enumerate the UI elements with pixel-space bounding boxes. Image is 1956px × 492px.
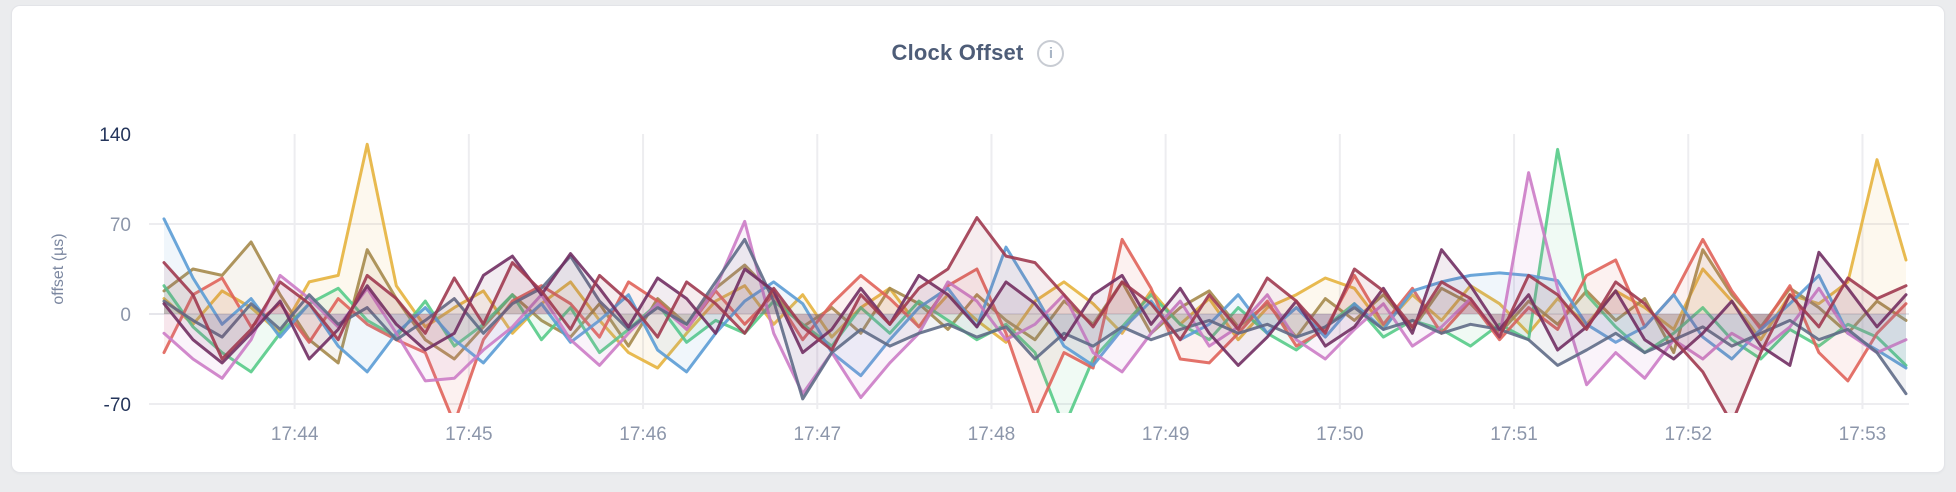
series-blue-line [162, 217, 1908, 378]
series-green-area [164, 149, 1906, 413]
series-orchid-area [164, 172, 1906, 398]
chart-header: Clock Offset i [12, 36, 1944, 70]
series-plum-line [162, 248, 1908, 367]
y-axis-title: offset (µs) [50, 233, 67, 304]
x-axis-tick-label: 17:49 [1142, 424, 1190, 445]
x-axis-tick-label: 17:50 [1316, 424, 1364, 445]
x-axis-tick-label: 17:48 [968, 424, 1016, 445]
series-maroon-line [162, 216, 1908, 413]
series-coral-area [164, 239, 1906, 413]
series-group [162, 142, 1908, 413]
clock-offset-card: Clock Offset i 140 70 0 -70 17:44 17:45 17:46 1… [11, 5, 1945, 473]
series-slate-area [164, 239, 1906, 399]
x-axis-tick-label: 17:47 [793, 424, 841, 445]
chart-title: Clock Offset [891, 40, 1024, 65]
x-axis-tick-label: 17:53 [1839, 424, 1887, 445]
x-axis-tick-label: 17:52 [1664, 424, 1712, 445]
x-axis-tick-label: 17:45 [445, 424, 493, 445]
y-axis-tick-label: 70 [110, 215, 131, 236]
series-green-line [162, 147, 1908, 413]
x-axis-tick-label: 17:46 [619, 424, 667, 445]
x-axis-tick-label: 17:44 [271, 424, 319, 445]
series-maroon-area [164, 217, 1906, 413]
series-olive-line [162, 240, 1908, 365]
info-icon[interactable]: i [1037, 39, 1065, 67]
series-orchid-line [162, 171, 1908, 400]
series-plum-area [164, 249, 1906, 366]
x-axis-tick-label: 17:51 [1490, 424, 1538, 445]
y-axis-tick-label: 0 [120, 305, 131, 326]
y-axis-tick-label: 140 [99, 125, 131, 146]
series-slate-line [162, 237, 1908, 401]
info-icon-glyph: i [1048, 44, 1054, 62]
series-gold-area [164, 144, 1906, 368]
series-coral-line [162, 237, 1908, 413]
y-axis-tick-label: -70 [104, 395, 131, 416]
